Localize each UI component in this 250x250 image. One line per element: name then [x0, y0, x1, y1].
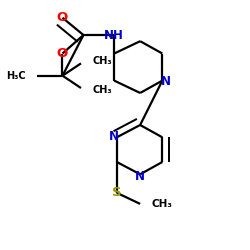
Text: CH₃: CH₃ [92, 56, 112, 66]
Text: N: N [109, 130, 119, 142]
Text: H₃C: H₃C [6, 71, 25, 81]
Text: O: O [57, 11, 68, 24]
Text: CH₃: CH₃ [92, 86, 112, 96]
Text: N: N [161, 75, 171, 88]
Text: CH₃: CH₃ [151, 199, 172, 209]
Text: N: N [135, 170, 145, 183]
Text: S: S [112, 186, 122, 199]
Text: NH: NH [104, 28, 124, 42]
Text: O: O [57, 47, 68, 60]
